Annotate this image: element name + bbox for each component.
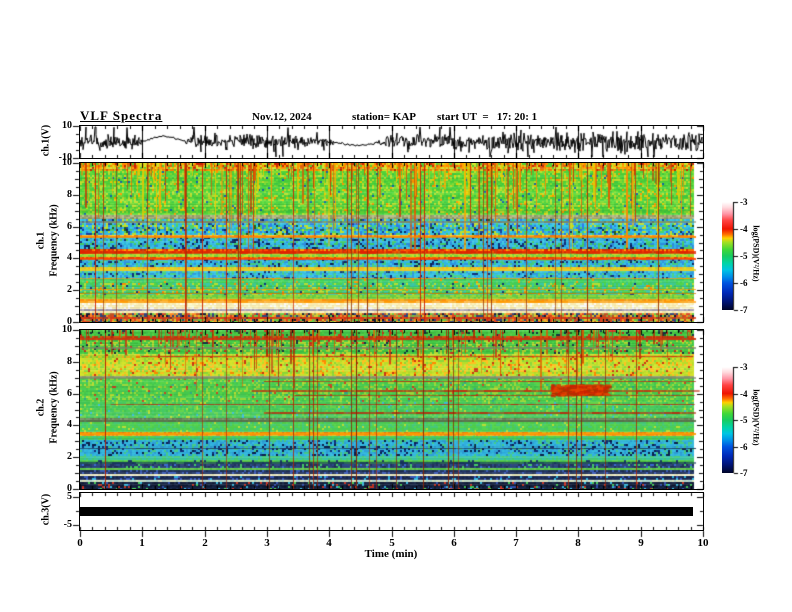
x-tick-label: 0 [77,537,83,549]
x-tick-label: 2 [202,537,208,549]
y-tick-label-ch3: 5 [67,491,72,502]
figure-title: VLF Spectra [80,108,163,123]
x-tick-label: 10 [697,537,709,549]
x-tick-label: 3 [264,537,270,549]
y-tick-label-spec1: 0 [67,316,72,327]
date-label: Nov.12, 2024 [252,111,312,123]
y-tick-label-ch1-wave: 10 [62,120,72,131]
y-tick-label-spec2: 4 [67,419,72,430]
colorbar-tick-label: -5 [740,251,748,261]
ch1-spectrogram-canvas [80,163,703,322]
colorbar-tick-label: -3 [740,362,748,372]
x-axis-label: Time (min) [364,548,418,560]
colorbar-tick-label: -5 [740,415,748,425]
colorbar-tick-label: -7 [740,468,748,478]
start-ut-label: start UT = 17: 20: 1 [437,111,538,123]
x-tick-label: 7 [513,537,519,549]
ch3-signal-bar [80,507,693,516]
ch3-voltage-panel [79,492,704,531]
x-tick-label: 4 [326,537,332,549]
x-tick-label: 5 [389,537,395,549]
x-tick-label: 1 [139,537,145,549]
y-tick-label-spec1: 6 [67,221,72,232]
y-tick-label-spec2: 2 [67,451,72,462]
x-tick-label: 8 [575,537,581,549]
ch2-spectrogram-panel [79,329,704,490]
station-label: station= KAP [352,111,417,123]
y-tick-label-spec1: 4 [67,252,72,263]
y-tick-label-spec1: 8 [67,189,72,200]
y-tick-label-spec2: 8 [67,356,72,367]
y-tick-label-spec1: 2 [67,284,72,295]
x-tick-label: 6 [451,537,457,549]
ch1-spectrogram-panel [79,162,704,323]
colorbar-tick-label: -6 [740,442,748,452]
ch1-voltage-panel [79,125,704,159]
colorbar-tick-label: -4 [740,224,748,234]
y-axis-label-ch3-voltage: ch.3(V) [40,493,52,526]
y-tick-label-spec2: 0 [67,483,72,494]
ch2-spectrogram-canvas [80,330,703,489]
colorbar-tick-label: -7 [740,305,748,315]
y-tick-label-spec2: 6 [67,388,72,399]
ch1-waveform-canvas [80,126,703,158]
colorbar-tick-label: -4 [740,389,748,399]
y-tick-label-spec1: 10 [62,157,72,168]
colorbar-tick-label: -3 [740,197,748,207]
colorbar-2 [722,367,733,473]
colorbar-1 [722,202,733,310]
x-tick-label: 9 [638,537,644,549]
y-tick-label-ch3: -5 [63,519,72,530]
y-tick-label-spec2: 10 [62,324,72,335]
y-tick-label-ch1-wave: -10 [58,152,72,163]
colorbar-tick-label: -6 [740,278,748,288]
